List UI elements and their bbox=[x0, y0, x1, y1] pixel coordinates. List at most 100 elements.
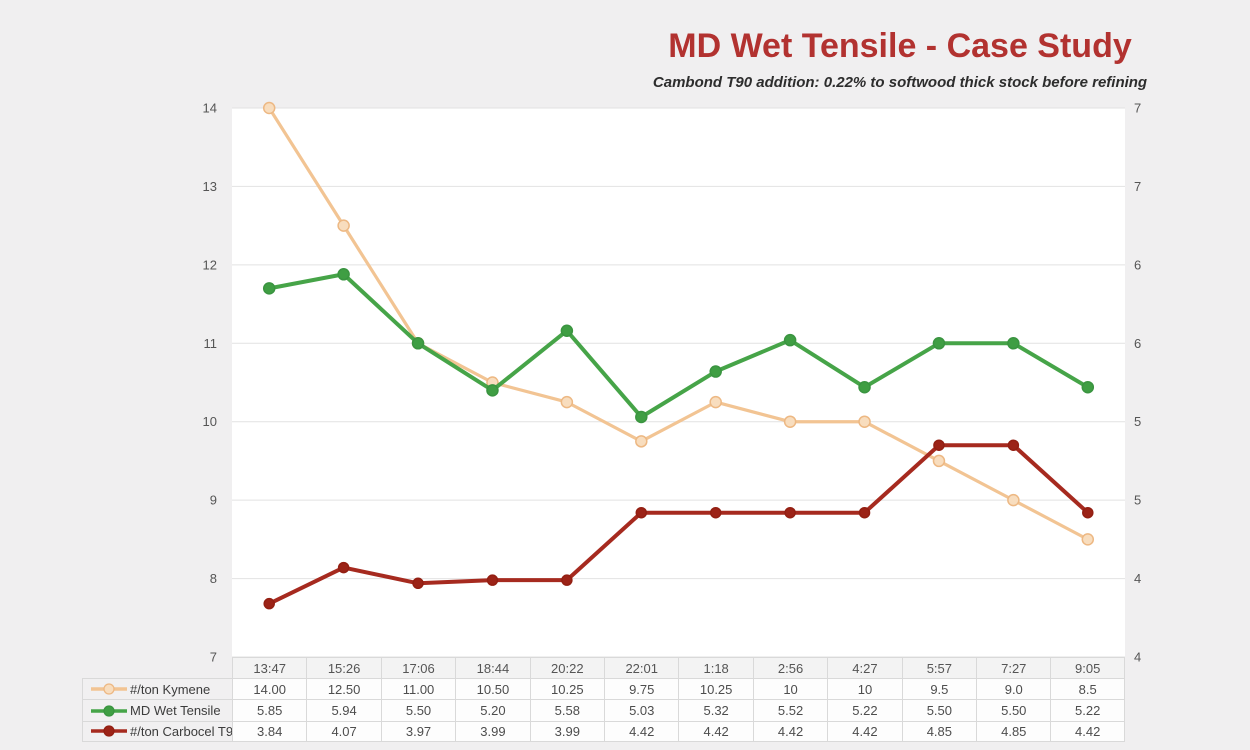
data-point-marker bbox=[932, 454, 946, 468]
data-point-marker bbox=[262, 282, 276, 295]
table-value-cell: 10.25 bbox=[529, 678, 605, 700]
legend-item: MD Wet Tensile bbox=[82, 699, 232, 721]
data-point-marker bbox=[337, 219, 350, 232]
table-value-cell: 9.5 bbox=[901, 678, 977, 700]
x-axis-header-cell: 22:01 bbox=[604, 657, 679, 678]
data-point-marker bbox=[560, 395, 574, 409]
data-point-marker bbox=[1081, 533, 1095, 546]
data-point-marker bbox=[1081, 380, 1095, 394]
x-axis-header-cell: 20:22 bbox=[529, 657, 605, 678]
legend-series-icon bbox=[91, 704, 127, 717]
x-axis-header-cell: 2:56 bbox=[752, 657, 828, 678]
data-point-marker bbox=[709, 506, 722, 519]
right-axis-tick-label: 5 bbox=[1134, 493, 1141, 508]
right-axis-tick-label: 4 bbox=[1134, 650, 1141, 665]
table-value-cell: 9.0 bbox=[976, 678, 1051, 700]
right-axis-tick-label: 7 bbox=[1134, 179, 1141, 194]
right-axis-tick-label: 6 bbox=[1134, 257, 1141, 272]
table-value-cell: 4.42 bbox=[1050, 720, 1125, 743]
legend-item-label: MD Wet Tensile bbox=[130, 703, 221, 719]
table-value-cell: 5.58 bbox=[529, 699, 605, 721]
data-point-marker bbox=[858, 380, 871, 394]
data-point-marker bbox=[486, 384, 499, 397]
title-block: MD Wet Tensile - Case Study Cambond T90 … bbox=[640, 27, 1160, 92]
table-value-cell: 4.42 bbox=[827, 720, 902, 743]
legend-item-label: #/ton Carbocel T90 bbox=[130, 723, 241, 739]
x-axis-header-cell: 15:26 bbox=[306, 657, 381, 678]
left-axis-tick-label: 7 bbox=[210, 650, 217, 665]
table-value-cell: 10 bbox=[752, 678, 828, 700]
series-line bbox=[267, 272, 1090, 420]
table-value-cell: 5.50 bbox=[380, 699, 456, 721]
table-value-cell: 4.85 bbox=[976, 720, 1051, 743]
table-value-cell: 8.5 bbox=[1050, 678, 1125, 700]
data-point-marker bbox=[932, 337, 946, 350]
left-axis-tick-label: 12 bbox=[203, 257, 217, 272]
data-point-marker bbox=[1007, 493, 1020, 507]
left-axis-tick-label: 9 bbox=[210, 493, 217, 508]
x-axis-header-cell: 18:44 bbox=[455, 657, 530, 678]
left-axis-tick-label: 8 bbox=[210, 571, 217, 586]
data-point-marker bbox=[635, 506, 648, 519]
right-axis-tick-label: 5 bbox=[1134, 414, 1141, 429]
table-value-cell: 11.00 bbox=[380, 678, 456, 700]
x-axis-header-cell: 5:57 bbox=[901, 657, 977, 678]
table-value-cell: 10.25 bbox=[678, 678, 753, 700]
header-spacer bbox=[82, 657, 232, 678]
x-axis-header-cell: 17:06 bbox=[380, 657, 456, 678]
data-point-marker bbox=[337, 561, 350, 574]
data-point-marker bbox=[412, 577, 424, 590]
table-value-cell: 3.99 bbox=[455, 720, 530, 743]
data-table: 13:47 15:26 17:06 18:44 20:22 22:01 1:18 2:56 4:… bbox=[82, 657, 1125, 743]
right-axis-tick-label: 4 bbox=[1134, 571, 1141, 586]
x-axis-header-cell: 4:27 bbox=[827, 657, 902, 678]
legend-item-label: #/ton Kymene bbox=[130, 681, 211, 697]
table-value-cell: 4.42 bbox=[604, 720, 679, 743]
data-point-marker bbox=[1007, 439, 1020, 451]
table-value-cell: 14.00 bbox=[232, 678, 307, 700]
data-point-marker bbox=[783, 333, 797, 347]
table-value-cell: 5.32 bbox=[678, 699, 753, 721]
table-value-cell: 10 bbox=[827, 678, 902, 700]
data-point-marker bbox=[933, 439, 945, 451]
table-value-cell: 5.50 bbox=[976, 699, 1051, 721]
table-value-cell: 5.03 bbox=[604, 699, 679, 721]
legend-item: #/ton Kymene bbox=[82, 678, 232, 700]
data-point-marker bbox=[337, 268, 350, 281]
left-axis-tick-label: 14 bbox=[203, 101, 217, 116]
left-axis-tick-label: 11 bbox=[204, 336, 218, 351]
table-value-cell: 12.50 bbox=[306, 678, 381, 700]
data-point-marker bbox=[560, 324, 574, 337]
data-point-marker bbox=[561, 574, 573, 586]
right-axis-tick-label: 6 bbox=[1134, 336, 1141, 351]
table-value-cell: 5.22 bbox=[1050, 699, 1125, 721]
data-point-marker bbox=[858, 506, 871, 519]
table-value-cell: 3.84 bbox=[232, 720, 307, 743]
data-point-marker bbox=[709, 365, 722, 378]
data-point-marker bbox=[784, 506, 796, 519]
data-point-marker bbox=[635, 435, 648, 448]
legend-series-icon bbox=[91, 725, 127, 738]
table-value-cell: 4.42 bbox=[752, 720, 828, 743]
table-value-cell: 5.50 bbox=[901, 699, 977, 721]
data-point-marker bbox=[1082, 506, 1094, 519]
chart-title: MD Wet Tensile - Case Study bbox=[668, 27, 1132, 65]
series-line bbox=[267, 106, 1090, 541]
table-value-cell: 3.99 bbox=[529, 720, 605, 743]
table-value-cell: 5.94 bbox=[306, 699, 381, 721]
left-axis-tick-label: 10 bbox=[203, 414, 217, 429]
series-line bbox=[267, 443, 1090, 606]
table-value-cell: 4.85 bbox=[901, 720, 977, 743]
data-point-marker bbox=[262, 101, 276, 115]
table-value-cell: 3.97 bbox=[380, 720, 456, 743]
data-point-marker bbox=[1007, 337, 1020, 350]
data-point-marker bbox=[858, 415, 871, 428]
chart-subtitle: Cambond T90 addition: 0.22% to softwood … bbox=[652, 74, 1148, 92]
table-value-cell: 5.85 bbox=[232, 699, 307, 721]
legend-series-icon bbox=[91, 683, 127, 695]
table-value-cell: 4.07 bbox=[306, 720, 381, 743]
data-point-marker bbox=[783, 415, 797, 428]
left-axis-tick-label: 13 bbox=[203, 179, 217, 194]
x-axis-header-cell: 1:18 bbox=[678, 657, 753, 678]
